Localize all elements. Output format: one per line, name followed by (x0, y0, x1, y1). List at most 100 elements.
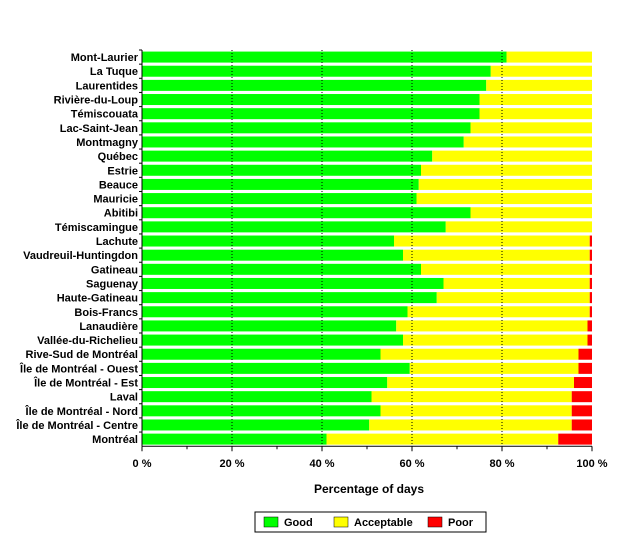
bar-acceptable-9 (418, 178, 592, 190)
bar-poor-23 (574, 377, 592, 389)
bar-acceptable-14 (403, 249, 590, 261)
bar-acceptable-25 (380, 405, 572, 417)
bar-good-8 (142, 164, 421, 176)
category-label: La Tuque (90, 66, 138, 78)
bar-good-25 (142, 405, 381, 417)
category-label: Vallée-du-Richelieu (37, 335, 138, 347)
bar-poor-27 (558, 433, 592, 445)
bar-good-11 (142, 207, 471, 219)
bar-poor-21 (578, 348, 592, 360)
legend-swatch-good (263, 516, 279, 528)
bar-poor-25 (571, 405, 592, 417)
bar-acceptable-23 (387, 377, 574, 389)
bar-acceptable-5 (470, 122, 592, 134)
category-label: Île de Montréal - Centre (15, 419, 138, 432)
bar-acceptable-4 (479, 108, 592, 120)
bar-poor-24 (571, 391, 592, 403)
bar-good-2 (142, 79, 487, 91)
bar-good-19 (142, 320, 397, 332)
bar-acceptable-12 (445, 221, 592, 233)
category-label: Montmagny (76, 137, 139, 149)
legend-label-acceptable: Acceptable (354, 517, 413, 529)
category-label: Témiscouata (71, 109, 139, 121)
category-label: Lachute (96, 236, 138, 248)
bar-good-5 (142, 122, 471, 134)
x-tick-label: 80 % (489, 458, 514, 470)
bar-good-24 (142, 391, 372, 403)
bar-acceptable-22 (409, 362, 579, 374)
bar-poor-22 (578, 362, 592, 374)
x-tick-labels: 0 % 20 % 40 % 60 % 80 % 100 % (133, 458, 608, 470)
legend-label-poor: Poor (448, 517, 474, 529)
bar-acceptable-16 (443, 277, 590, 289)
bar-acceptable-20 (403, 334, 588, 346)
category-label: Île de Montréal - Nord (25, 405, 138, 418)
bar-poor-20 (587, 334, 592, 346)
bar-acceptable-21 (380, 348, 579, 360)
bar-acceptable-18 (407, 306, 590, 318)
bar-good-9 (142, 178, 419, 190)
x-tick-label: 100 % (576, 458, 607, 470)
bar-acceptable-6 (463, 136, 592, 148)
bar-good-6 (142, 136, 464, 148)
bar-acceptable-7 (432, 150, 592, 162)
bar-acceptable-24 (371, 391, 572, 403)
x-tick-label: 20 % (219, 458, 244, 470)
x-tick-label: 40 % (309, 458, 334, 470)
bar-acceptable-15 (421, 263, 590, 275)
bar-acceptable-10 (416, 193, 592, 205)
bar-good-10 (142, 193, 417, 205)
bar-acceptable-27 (326, 433, 559, 445)
bar-acceptable-0 (506, 51, 592, 63)
bar-good-23 (142, 377, 388, 389)
bar-good-18 (142, 306, 408, 318)
bar-poor-18 (589, 306, 592, 318)
bar-poor-14 (589, 249, 592, 261)
category-label: Témiscamingue (55, 222, 138, 234)
bar-good-14 (142, 249, 403, 261)
category-label: Laval (110, 392, 138, 404)
x-tick-label: 0 % (133, 458, 152, 470)
bar-good-12 (142, 221, 446, 233)
axes (139, 49, 593, 452)
bar-acceptable-8 (421, 164, 592, 176)
bar-acceptable-19 (396, 320, 588, 332)
bar-poor-13 (589, 235, 592, 247)
bar-poor-26 (571, 419, 592, 431)
category-label: Île de Montréal - Est (33, 377, 138, 390)
gridlines (231, 50, 503, 447)
bar-good-26 (142, 419, 370, 431)
bar-acceptable-2 (486, 79, 592, 91)
category-label: Vaudreuil-Huntingdon (23, 250, 138, 262)
bar-good-7 (142, 150, 433, 162)
bar-good-22 (142, 362, 410, 374)
category-label: Laurentides (76, 80, 138, 92)
bar-good-16 (142, 277, 444, 289)
category-label: Lac-Saint-Jean (60, 123, 139, 135)
category-label: Saguenay (86, 278, 139, 290)
category-label: Haute-Gatineau (57, 293, 138, 305)
bar-good-13 (142, 235, 394, 247)
bar-good-21 (142, 348, 381, 360)
bar-good-3 (142, 94, 480, 106)
category-label: Estrie (107, 165, 138, 177)
bar-good-4 (142, 108, 480, 120)
category-label: Bois-Francs (74, 307, 138, 319)
bar-poor-15 (589, 263, 592, 275)
category-labels: Mont-Laurier La Tuque Laurentides Rivière-d… (15, 52, 139, 446)
bar-good-15 (142, 263, 421, 275)
category-label: Abitibi (104, 208, 138, 220)
bar-acceptable-26 (369, 419, 572, 431)
category-label: Québec (98, 151, 138, 163)
bar-good-17 (142, 292, 437, 304)
category-label: Mauricie (93, 194, 138, 206)
category-label: Rive-Sud de Montréal (26, 349, 138, 361)
bar-good-0 (142, 51, 507, 63)
bar-good-20 (142, 334, 403, 346)
category-label: Gatineau (91, 264, 138, 276)
bar-acceptable-3 (479, 94, 592, 106)
bar-acceptable-1 (490, 65, 592, 77)
bar-good-27 (142, 433, 327, 445)
category-label: Beauce (99, 179, 138, 191)
